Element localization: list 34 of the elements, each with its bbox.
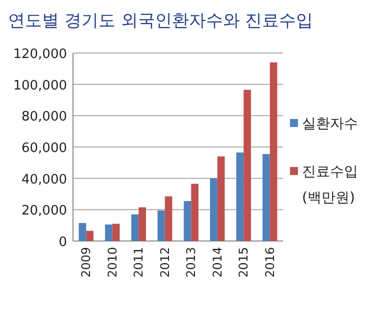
y-tick-label: 80,000 — [22, 110, 67, 125]
y-tick-label: 60,000 — [22, 141, 67, 156]
x-tick-label: 2010 — [105, 247, 120, 278]
x-tick-label: 2014 — [210, 247, 224, 278]
bar — [244, 90, 251, 241]
chart-title: 연도별 경기도 외국인환자수와 진료수입 — [8, 11, 314, 31]
y-tick-label: 120,000 — [13, 47, 67, 62]
x-tick-label: 2012 — [158, 247, 172, 278]
x-tick-label: 2015 — [236, 247, 251, 278]
bar — [105, 224, 112, 241]
bar — [191, 184, 198, 241]
bar — [112, 224, 120, 241]
y-tick-label: 100,000 — [13, 78, 67, 94]
legend-label: 실환자수 — [302, 116, 358, 132]
y-tick-label: 40,000 — [22, 172, 67, 188]
bar — [236, 152, 244, 241]
y-tick-label: 0 — [58, 235, 67, 250]
x-tick-label: 2011 — [132, 247, 146, 278]
bar — [158, 210, 165, 241]
x-tick-label: 2016 — [262, 247, 277, 278]
bar — [164, 196, 172, 241]
bar — [270, 62, 278, 241]
bar — [138, 207, 146, 241]
bar — [86, 230, 94, 241]
bar — [131, 214, 139, 241]
legend-label: 진료수입 (백만원) — [302, 164, 358, 206]
x-tick-label: 2009 — [79, 247, 94, 278]
bar — [262, 154, 270, 241]
bar — [184, 201, 192, 241]
bar — [217, 156, 225, 241]
y-tick-label: 20,000 — [22, 204, 67, 219]
bar — [210, 178, 218, 241]
bar — [78, 222, 86, 241]
x-tick-label: 2013 — [184, 247, 198, 278]
